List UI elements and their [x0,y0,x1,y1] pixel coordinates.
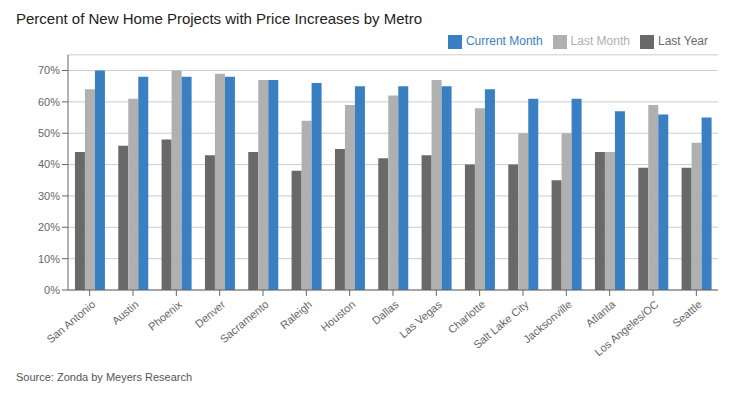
html-text:Source: Zonda by Meyers Resear: Source: Zonda by Meyers Research [16,371,193,383]
svg-text:Las Vegas: Las Vegas [397,298,444,341]
svg-text:Los Angeles/OC: Los Angeles/OC [592,298,661,358]
svg-text:Austin: Austin [110,298,141,327]
svg-text:0%: 0% [44,284,60,296]
svg-text:20%: 20% [38,221,60,233]
svg-text:60%: 60% [38,96,60,108]
svg-text:Dallas: Dallas [370,298,402,327]
svg-text:40%: 40% [38,158,60,170]
svg-text:Seattle: Seattle [670,298,704,329]
html-text:Last Month: Last Month [570,34,630,48]
svg-text:Raleigh: Raleigh [278,298,314,331]
svg-text:50%: 50% [38,127,60,139]
svg-text:10%: 10% [38,253,60,265]
svg-text:Houston: Houston [318,298,357,334]
html-text:Percent of New Home Projects w: Percent of New Home Projects with Price … [16,10,422,27]
html-text:Last Year: Last Year [658,34,708,48]
svg-text:30%: 30% [38,190,60,202]
svg-text:Sacramento: Sacramento [218,298,271,345]
svg-text:Phoenix: Phoenix [146,298,185,333]
svg-text:Salt Lake City: Salt Lake City [471,298,531,351]
svg-text:70%: 70% [38,64,60,76]
svg-text:Atlanta: Atlanta [583,297,618,329]
svg-text:Charlotte: Charlotte [445,298,487,336]
svg-text:San Antonio: San Antonio [44,298,97,345]
svg-text:Denver: Denver [192,298,227,330]
html-text:Current Month: Current Month [465,34,543,48]
svg-text:Jacksonville: Jacksonville [521,298,574,345]
